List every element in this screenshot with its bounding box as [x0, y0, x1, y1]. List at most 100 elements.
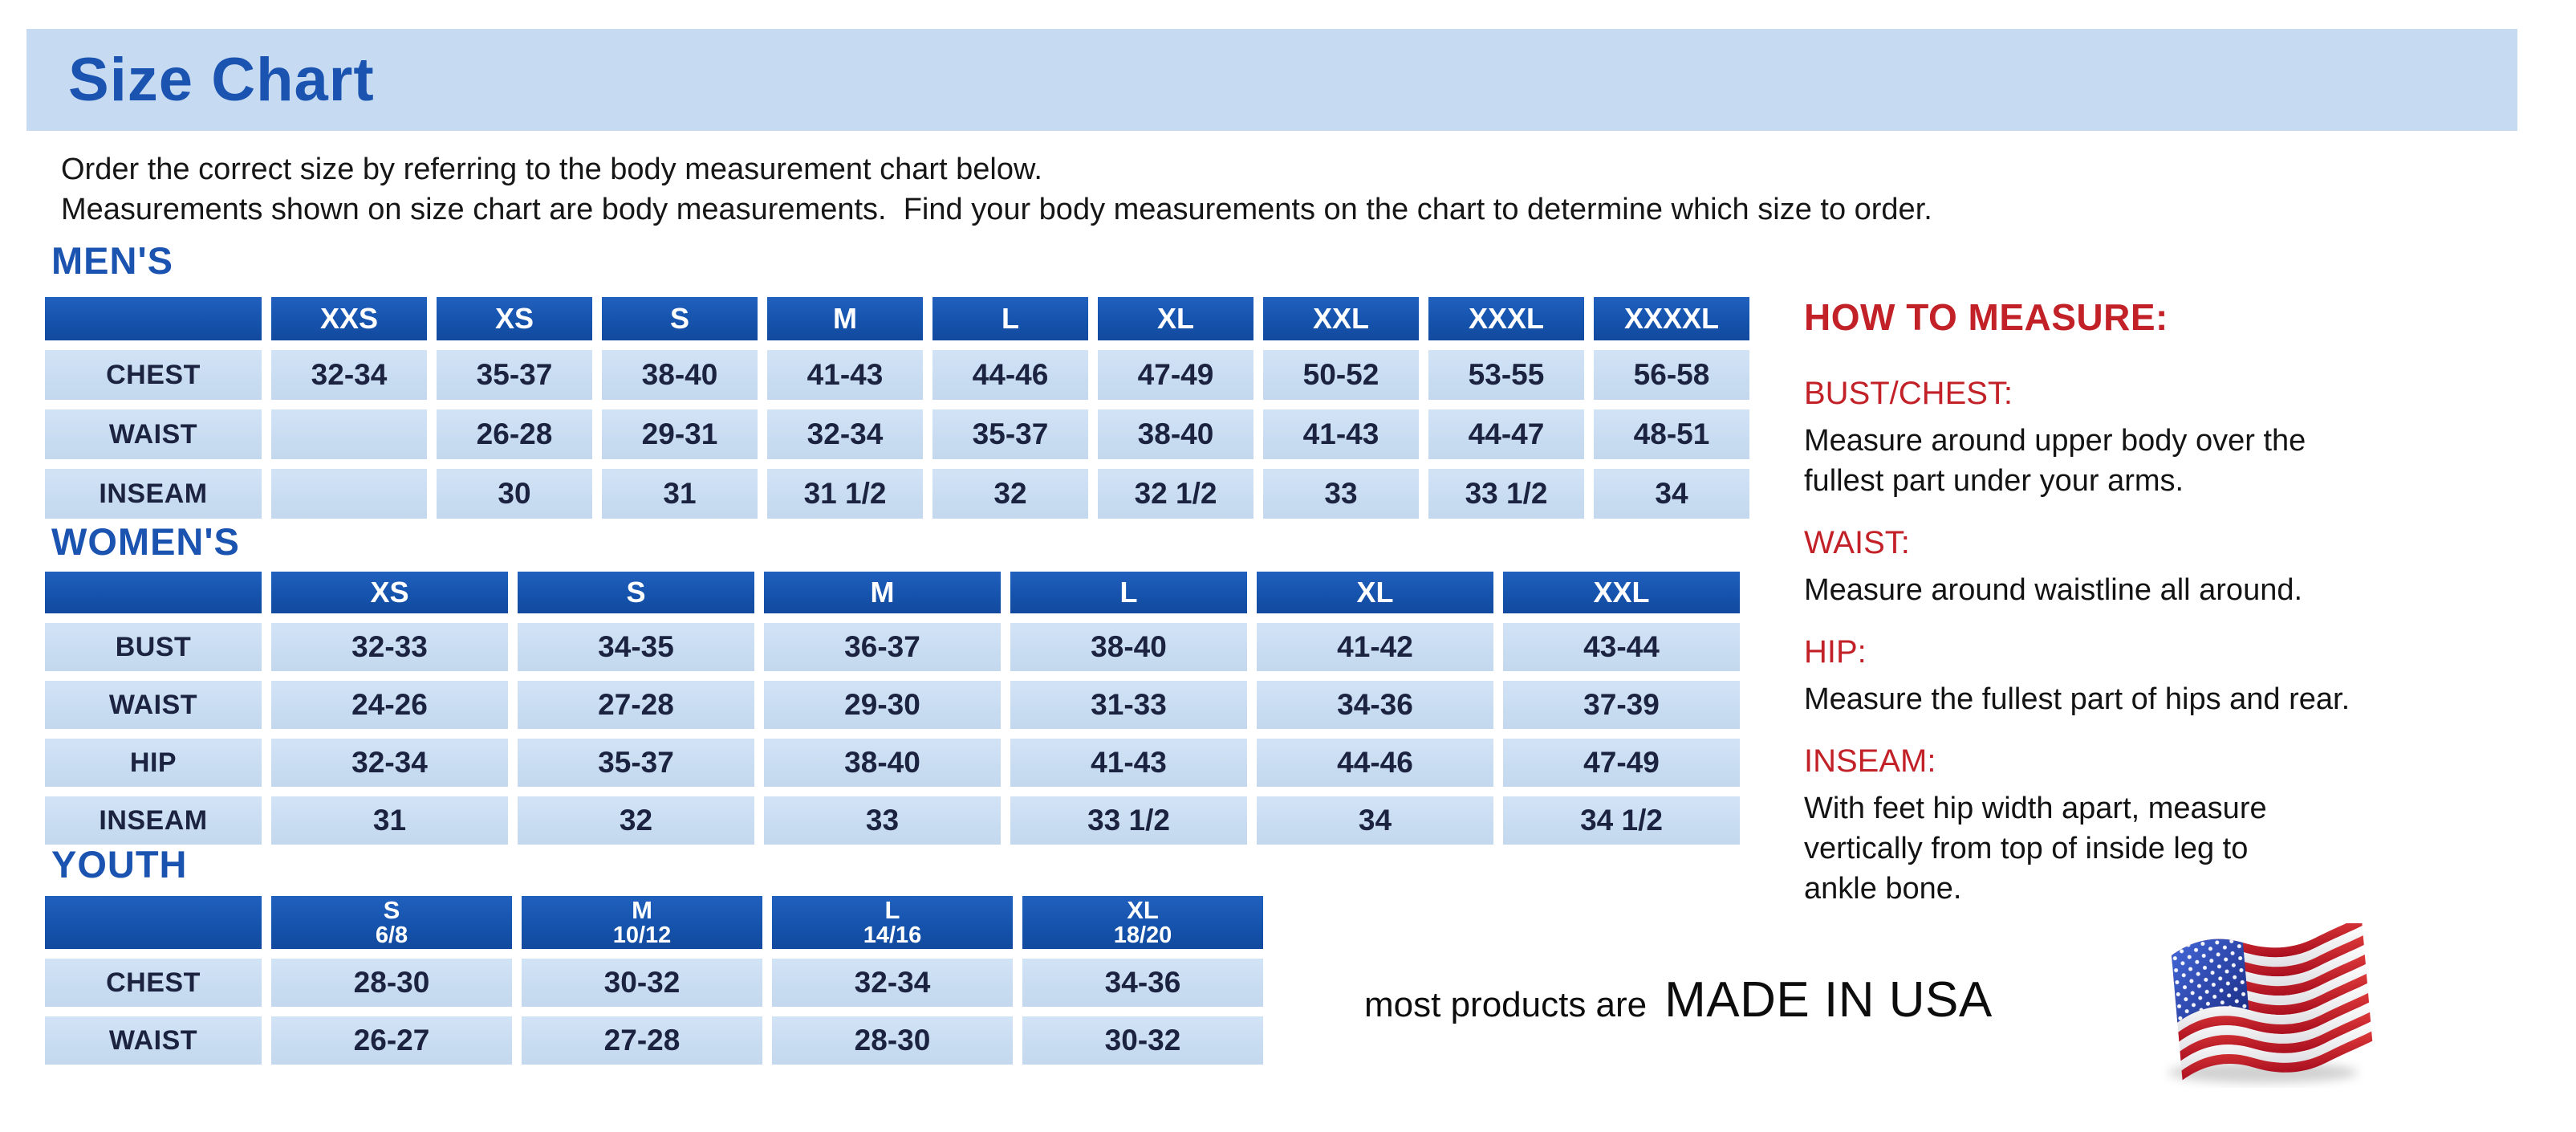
size-column-header: XL 18/20	[1022, 896, 1263, 949]
size-value-cell: 32-33	[271, 623, 508, 671]
size-value-cell: 28-30	[772, 1016, 1013, 1065]
size-value-cell: 31-33	[1010, 681, 1247, 729]
size-value-cell: 31	[602, 469, 758, 519]
row-label-cell: WAIST	[45, 1016, 262, 1065]
size-value-cell: 26-27	[271, 1016, 512, 1065]
corner-cell	[45, 572, 262, 613]
inseam-text: With feet hip width apart, measure verti…	[1804, 792, 2267, 906]
size-value-cell: 41-43	[1263, 409, 1419, 459]
mens-size-table: XXS XS S M L XL XXL XXXL XXXXL CHEST 32-34 35-37 38-…	[35, 287, 1759, 528]
size-column-header: XL	[1098, 297, 1253, 340]
size-value-cell: 30-32	[1022, 1016, 1263, 1065]
size-column-header: XXL	[1503, 572, 1740, 613]
size-value-cell: 32	[518, 796, 754, 845]
mens-section-heading: MEN'S	[51, 239, 173, 282]
size-value-cell: 26-28	[437, 409, 592, 459]
made-in-usa-tagline: most products are MADE IN USA	[1364, 971, 1993, 1028]
size-value-cell: 50-52	[1263, 350, 1419, 400]
size-value-cell: 29-30	[764, 681, 1001, 729]
size-value-cell: 34	[1257, 796, 1493, 845]
womens-section-heading: WOMEN'S	[51, 520, 240, 563]
size-value-cell: 38-40	[764, 739, 1001, 787]
size-column-header: XS	[271, 572, 508, 613]
row-label-cell: WAIST	[45, 409, 262, 459]
size-value-cell: 31	[271, 796, 508, 845]
size-value-cell: 38-40	[602, 350, 758, 400]
size-column-header: XL	[1257, 572, 1493, 613]
size-value-cell: 47-49	[1503, 739, 1740, 787]
size-value-cell: 37-39	[1503, 681, 1740, 729]
size-value-cell: 32	[932, 469, 1088, 519]
size-value-cell: 32-34	[271, 739, 508, 787]
size-column-header: S	[602, 297, 758, 340]
size-value-cell: 38-40	[1098, 409, 1253, 459]
size-column-header: XXS	[271, 297, 427, 340]
page-title: Size Chart	[68, 46, 375, 114]
size-column-header: M 10/12	[522, 896, 762, 949]
size-value-cell: 47-49	[1098, 350, 1253, 400]
size-column-header: XXXXL	[1594, 297, 1749, 340]
size-value-cell: 36-37	[764, 623, 1001, 671]
size-value-cell: 44-46	[1257, 739, 1493, 787]
intro-text: Order the correct size by referring to t…	[61, 149, 1932, 230]
size-value-cell: 35-37	[518, 739, 754, 787]
row-label-cell: INSEAM	[45, 796, 262, 845]
size-value-cell: 44-47	[1428, 409, 1584, 459]
size-value-cell: 34	[1594, 469, 1749, 519]
title-banner: Size Chart	[26, 29, 2517, 131]
size-value-cell: 30	[437, 469, 592, 519]
size-value-cell: 33	[1263, 469, 1419, 519]
size-value-cell: 24-26	[271, 681, 508, 729]
size-column-header: M	[764, 572, 1001, 613]
size-value-cell: 33 1/2	[1010, 796, 1247, 845]
size-value-cell: 33 1/2	[1428, 469, 1584, 519]
intro-line-1: Order the correct size by referring to t…	[61, 153, 1042, 186]
size-value-cell: 28-30	[271, 959, 512, 1007]
size-value-cell: 32-34	[271, 350, 427, 400]
usa-flag-icon	[2159, 916, 2399, 1088]
measure-block-inseam: INSEAM: With feet hip width apart, measu…	[1804, 742, 2510, 909]
made-in-usa-text: MADE IN USA	[1664, 972, 1993, 1028]
size-column-header: XXL	[1263, 297, 1419, 340]
size-value-cell: 33	[764, 796, 1001, 845]
size-column-header: L	[932, 297, 1088, 340]
size-column-header: XXXL	[1428, 297, 1584, 340]
size-value-cell: 30-32	[522, 959, 762, 1007]
size-value-cell: 32-34	[772, 959, 1013, 1007]
row-label-cell: CHEST	[45, 959, 262, 1007]
row-label-cell: INSEAM	[45, 469, 262, 519]
size-value-cell: 35-37	[437, 350, 592, 400]
size-value-cell: 41-42	[1257, 623, 1493, 671]
tagline-prefix: most products are	[1364, 985, 1648, 1024]
size-value-cell: 29-31	[602, 409, 758, 459]
size-column-header: M	[767, 297, 923, 340]
row-label-cell: HIP	[45, 739, 262, 787]
intro-line-2: Measurements shown on size chart are bod…	[61, 193, 1932, 226]
waist-text: Measure around waistline all around.	[1804, 573, 2303, 607]
size-value-cell: 34 1/2	[1503, 796, 1740, 845]
size-value-cell: 34-35	[518, 623, 754, 671]
youth-section-heading: YOUTH	[51, 843, 188, 886]
size-value-cell: 41-43	[767, 350, 923, 400]
youth-size-table: S 6/8 M 10/12 L 14/16 XL 18/20 CHEST 28-30 30-32 32…	[35, 886, 1273, 1074]
size-value-cell: 44-46	[932, 350, 1088, 400]
how-to-measure-title: HOW TO MEASURE:	[1804, 296, 2168, 338]
size-value-cell: 31 1/2	[767, 469, 923, 519]
size-column-header: L 14/16	[772, 896, 1013, 949]
row-label-cell: CHEST	[45, 350, 262, 400]
hip-label: HIP:	[1804, 634, 1867, 670]
size-value-cell: 53-55	[1428, 350, 1584, 400]
hip-text: Measure the fullest part of hips and rea…	[1804, 682, 2350, 716]
size-value-cell: 35-37	[932, 409, 1088, 459]
bust-chest-label: BUST/CHEST:	[1804, 376, 2013, 411]
row-label-cell: WAIST	[45, 681, 262, 729]
size-column-header: S	[518, 572, 754, 613]
size-value-cell: 41-43	[1010, 739, 1247, 787]
how-to-measure-panel: HOW TO MEASURE: BUST/CHEST: Measure arou…	[1804, 295, 2510, 909]
measure-block-bust-chest: BUST/CHEST: Measure around upper body ov…	[1804, 374, 2510, 501]
corner-cell	[45, 297, 262, 340]
size-value-cell: 27-28	[518, 681, 754, 729]
size-column-header: XS	[437, 297, 592, 340]
size-column-header: S 6/8	[271, 896, 512, 949]
size-value-cell: 38-40	[1010, 623, 1247, 671]
